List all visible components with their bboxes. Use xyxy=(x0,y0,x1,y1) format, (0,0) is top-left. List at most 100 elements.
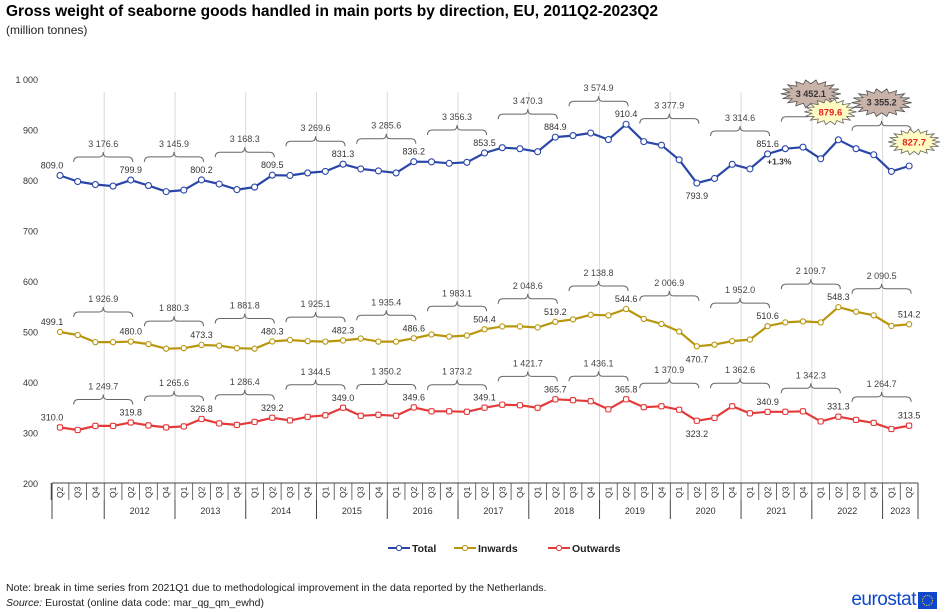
data-point xyxy=(321,167,329,175)
data-labels: 809.0 799.9 800.2 809.5 831.3 836.2 853.5 884.9… xyxy=(41,109,921,439)
annual-brace xyxy=(143,151,205,162)
data-point xyxy=(445,159,453,167)
data-point xyxy=(764,150,772,158)
logo-wordmark: eurostat xyxy=(851,589,916,610)
data-point xyxy=(516,402,524,409)
y-tick-label: 1 000 xyxy=(15,75,38,85)
point-value-label: 884.9 xyxy=(544,122,567,132)
annual-brace xyxy=(639,378,700,389)
point-value-label: 482.3 xyxy=(332,325,355,335)
annual-sum-label: 1 935.4 xyxy=(371,297,401,307)
data-point xyxy=(463,332,471,339)
data-point xyxy=(481,404,488,411)
data-point xyxy=(74,426,81,434)
x-tick-label: Q2 xyxy=(621,486,631,498)
annual-sum-label: 3 470.3 xyxy=(513,96,543,106)
annual-brace xyxy=(851,283,912,294)
data-point xyxy=(587,311,594,318)
data-point xyxy=(764,408,771,415)
point-value-label: 319.8 xyxy=(119,408,142,418)
data-point xyxy=(481,149,489,157)
annual-brace xyxy=(851,120,912,131)
x-tick-label: Q1 xyxy=(391,486,401,498)
data-point xyxy=(269,414,276,421)
x-tick-label: Q2 xyxy=(763,486,773,498)
data-point xyxy=(410,158,418,166)
annual-sum-label: 1 362.6 xyxy=(725,365,755,375)
data-point xyxy=(357,165,365,173)
legend-marker xyxy=(461,544,469,552)
point-value-label: 313.5 xyxy=(898,411,921,421)
data-point xyxy=(233,421,241,429)
data-point xyxy=(56,328,64,336)
data-point xyxy=(675,156,683,164)
annual-sum-label: 2 048.6 xyxy=(513,281,543,291)
annual-sum-label: 3 145.9 xyxy=(159,139,189,149)
data-point xyxy=(693,179,701,187)
point-value-label: 326.8 xyxy=(190,404,213,414)
data-point xyxy=(339,404,347,411)
data-point xyxy=(145,422,152,429)
source-label: Source: xyxy=(6,597,43,609)
x-tick-label: Q2 xyxy=(904,486,914,498)
data-point xyxy=(782,319,789,326)
y-axis: 200 300 400 500 600 700 800 900 1 000 xyxy=(15,75,38,489)
data-point xyxy=(817,155,825,163)
data-point xyxy=(357,412,364,419)
data-point xyxy=(216,342,223,349)
data-point xyxy=(127,419,134,426)
year-label: 2014 xyxy=(271,506,291,516)
x-tick-label: Q1 xyxy=(533,486,543,498)
point-value-label: 853.5 xyxy=(473,138,496,148)
annual-sum-label: 3 356.3 xyxy=(442,112,472,122)
data-point xyxy=(127,176,135,184)
data-point xyxy=(322,338,329,345)
x-tick-label: Q1 xyxy=(886,486,896,498)
legend: Total Inwards Outwards xyxy=(388,543,621,555)
year-label: 2012 xyxy=(130,506,150,516)
annual-sum-label: 1 370.9 xyxy=(654,365,684,375)
x-tick-label: Q4 xyxy=(515,486,525,498)
point-value-label: 340.9 xyxy=(756,397,779,407)
data-point xyxy=(552,318,559,325)
data-point xyxy=(162,424,170,431)
data-point xyxy=(658,403,665,410)
data-point xyxy=(516,145,524,153)
legend-marker xyxy=(395,544,403,552)
data-point xyxy=(640,404,647,411)
data-point xyxy=(198,415,205,423)
year-label: 2022 xyxy=(837,506,857,516)
annual-sum-label: 3 574.9 xyxy=(584,83,614,93)
x-tick-label: Q3 xyxy=(639,486,649,498)
highlight-value-label: 879.6 xyxy=(818,107,842,118)
data-point xyxy=(729,403,736,410)
data-point xyxy=(286,417,294,424)
annual-sum-label: 1 264.7 xyxy=(867,379,897,389)
data-point xyxy=(375,338,382,345)
data-point xyxy=(446,333,453,340)
annual-brace xyxy=(285,136,346,147)
year-label: 2018 xyxy=(554,506,574,516)
annual-brace xyxy=(143,390,205,401)
point-value-label: 514.2 xyxy=(898,309,921,319)
annual-brace xyxy=(710,298,771,309)
annual-brace xyxy=(639,290,700,301)
data-point xyxy=(905,422,913,429)
data-point xyxy=(746,336,754,343)
point-value-label: 349.0 xyxy=(332,393,355,403)
x-tick-label: Q2 xyxy=(409,486,419,498)
eurostat-logo[interactable]: eurostat xyxy=(851,589,937,611)
data-point xyxy=(375,411,382,418)
annual-brace xyxy=(568,96,629,107)
data-point xyxy=(711,414,718,422)
eu-flag-icon xyxy=(918,591,937,609)
x-tick-label: Q4 xyxy=(303,486,313,498)
point-value-label: 548.3 xyxy=(827,292,850,302)
annual-brace xyxy=(710,378,771,389)
data-point xyxy=(144,182,152,190)
data-point xyxy=(180,345,187,352)
annual-sum-label: 1 373.2 xyxy=(442,367,472,377)
y-tick-label: 700 xyxy=(23,227,38,237)
annual-brace xyxy=(73,152,134,163)
point-value-label: 809.0 xyxy=(41,160,64,170)
